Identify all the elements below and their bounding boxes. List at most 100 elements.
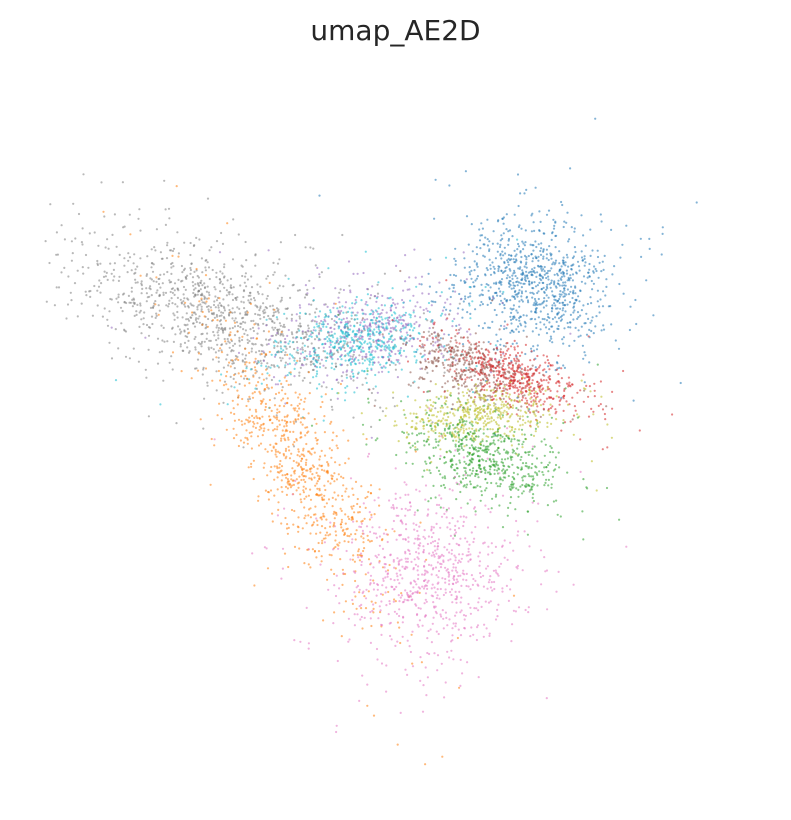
data-point bbox=[485, 267, 488, 270]
data-point bbox=[479, 441, 482, 444]
data-point bbox=[337, 327, 340, 330]
data-point bbox=[220, 349, 223, 352]
data-point bbox=[497, 269, 500, 273]
data-point bbox=[477, 362, 480, 365]
data-point bbox=[372, 339, 375, 342]
data-point bbox=[520, 273, 523, 276]
data-point bbox=[211, 268, 214, 272]
data-point bbox=[206, 197, 210, 200]
data-point bbox=[273, 344, 276, 347]
data-point bbox=[207, 291, 210, 294]
data-point bbox=[231, 317, 234, 320]
data-point bbox=[350, 346, 353, 349]
data-point bbox=[330, 317, 333, 321]
data-point bbox=[585, 312, 588, 315]
data-point bbox=[214, 295, 217, 298]
data-point bbox=[520, 298, 523, 301]
data-point bbox=[495, 493, 498, 496]
data-point bbox=[634, 298, 637, 302]
data-point bbox=[287, 438, 290, 441]
data-point bbox=[324, 337, 327, 340]
data-point bbox=[326, 340, 329, 343]
data-point bbox=[382, 336, 386, 339]
data-point bbox=[221, 327, 224, 330]
data-point bbox=[518, 379, 521, 382]
data-point bbox=[135, 310, 138, 313]
data-point bbox=[503, 327, 506, 331]
data-point bbox=[540, 379, 543, 382]
data-point bbox=[399, 329, 402, 332]
data-point bbox=[402, 431, 406, 434]
data-point bbox=[265, 277, 268, 280]
data-point bbox=[350, 311, 353, 314]
data-point bbox=[495, 360, 498, 363]
data-point bbox=[489, 453, 492, 456]
data-point bbox=[103, 307, 106, 310]
data-point bbox=[572, 433, 575, 436]
data-point bbox=[335, 321, 338, 324]
data-point bbox=[519, 266, 522, 269]
data-point bbox=[458, 357, 461, 360]
data-point bbox=[589, 321, 592, 324]
data-point bbox=[400, 368, 403, 371]
data-point bbox=[284, 274, 287, 277]
data-point bbox=[55, 253, 58, 256]
data-point bbox=[499, 348, 502, 351]
data-point bbox=[463, 445, 466, 448]
data-point bbox=[495, 462, 498, 465]
data-point bbox=[180, 264, 183, 268]
data-point bbox=[288, 362, 291, 365]
data-point bbox=[326, 356, 329, 359]
data-point bbox=[508, 279, 511, 283]
data-point bbox=[526, 407, 530, 410]
data-point bbox=[333, 352, 336, 355]
data-point bbox=[426, 337, 429, 340]
data-point bbox=[201, 332, 204, 335]
data-point bbox=[151, 322, 154, 326]
data-point bbox=[415, 359, 418, 362]
data-point bbox=[358, 362, 361, 365]
data-point bbox=[527, 483, 530, 486]
data-point bbox=[492, 441, 495, 444]
data-point bbox=[430, 429, 433, 432]
data-point bbox=[464, 385, 467, 388]
data-point bbox=[520, 455, 523, 459]
data-point bbox=[513, 296, 516, 299]
data-point bbox=[470, 423, 473, 426]
data-point bbox=[476, 450, 479, 453]
data-point bbox=[481, 440, 484, 443]
data-point bbox=[280, 437, 283, 440]
data-point bbox=[453, 370, 456, 373]
data-point bbox=[257, 292, 260, 295]
data-point bbox=[513, 370, 516, 373]
data-point bbox=[533, 281, 536, 284]
data-point bbox=[513, 391, 516, 394]
data-point bbox=[556, 436, 559, 439]
data-point bbox=[436, 344, 439, 347]
data-point bbox=[214, 351, 217, 354]
data-point bbox=[602, 268, 605, 271]
data-point bbox=[538, 470, 541, 473]
data-point bbox=[509, 455, 512, 458]
data-point bbox=[309, 246, 312, 249]
data-point bbox=[355, 301, 358, 304]
data-point bbox=[520, 286, 524, 289]
data-point bbox=[314, 264, 317, 267]
data-point bbox=[497, 413, 500, 416]
data-point bbox=[399, 318, 402, 321]
data-point bbox=[488, 381, 491, 384]
data-point bbox=[336, 378, 339, 381]
data-point bbox=[432, 344, 435, 347]
data-point bbox=[334, 287, 337, 290]
data-point bbox=[252, 319, 255, 322]
data-point bbox=[522, 382, 525, 385]
data-point bbox=[582, 538, 585, 541]
data-point bbox=[412, 336, 415, 340]
data-point bbox=[437, 397, 440, 400]
data-point bbox=[454, 335, 457, 338]
data-point bbox=[509, 385, 512, 388]
data-point bbox=[576, 260, 580, 263]
data-point bbox=[491, 299, 494, 302]
data-point bbox=[519, 282, 522, 285]
data-point bbox=[313, 326, 316, 329]
